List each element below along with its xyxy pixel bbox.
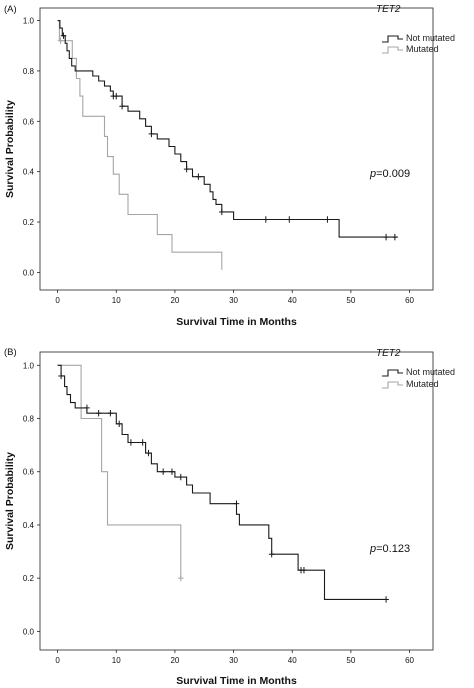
x-tick-label: 20	[170, 296, 179, 305]
censor-mark-not-mutated	[392, 233, 398, 241]
plot-frame	[39, 7, 434, 291]
censor-mark-not-mutated	[139, 439, 146, 446]
x-tick-label: 10	[112, 656, 121, 665]
censor-mark-not-mutated	[128, 439, 134, 446]
y-tick-label: 0.2	[23, 218, 35, 227]
censor-mark-not-mutated	[119, 102, 125, 110]
y-tick-label: 0.4	[23, 521, 35, 530]
censor-mark-not-mutated	[60, 32, 67, 39]
km-curve-not-mutated	[57, 20, 398, 238]
x-tick-label: 50	[346, 296, 355, 305]
censor-mark-not-mutated	[148, 130, 155, 138]
censor-mark-not-mutated	[219, 208, 225, 216]
y-tick-label: 0.0	[23, 268, 35, 277]
censor-mark-not-mutated	[233, 500, 240, 507]
x-tick-label: 30	[229, 656, 238, 665]
legend-label: Mutated	[406, 379, 439, 389]
legend-swatch	[382, 35, 403, 43]
y-tick-label: 0.8	[23, 67, 35, 76]
legend-swatch	[382, 381, 403, 389]
legend-title: TET2	[376, 4, 401, 15]
panel-a: (A) 0 10 20 30 40 50 60 0.0 0.2 0.4 0.6 0.8 1.0 Surviv…	[4, 4, 455, 328]
censor-mark-not-mutated	[58, 372, 64, 380]
censor-mark-not-mutated	[145, 449, 152, 457]
km-curve-mutated	[57, 20, 223, 270]
censor-mark-mutated	[57, 37, 64, 44]
x-tick-label: 10	[112, 296, 121, 305]
x-tick-label: 0	[55, 656, 60, 665]
censor-mark-not-mutated	[286, 216, 293, 223]
censor-mark-not-mutated	[324, 216, 331, 223]
y-tick-label: 0.6	[23, 117, 35, 126]
censor-mark-not-mutated	[177, 473, 184, 481]
panel-b: (B) 0 10 20 30 40 50 60 0.0 0.2 0.4 0.6 0.8 1.0 Surviv…	[4, 347, 455, 687]
x-tick-label: 30	[229, 296, 238, 305]
censor-mark-not-mutated	[113, 92, 120, 100]
y-tick-label: 0.6	[23, 468, 35, 477]
censor-mark-not-mutated	[195, 173, 202, 180]
y-axis-title: Survival Probability	[4, 100, 16, 198]
censor-mark-mutated	[177, 574, 184, 582]
legend-label: Not mutated	[406, 33, 455, 43]
x-tick-label: 0	[55, 296, 60, 305]
x-tick-label: 60	[405, 656, 414, 665]
legend-label: Not mutated	[406, 367, 455, 377]
y-tick-label: 0.4	[23, 168, 35, 177]
y-tick-label: 0.2	[23, 574, 35, 583]
p-value-annotation: p=0.123	[369, 543, 410, 555]
p-symbol: p	[369, 168, 376, 180]
y-tick-label: 1.0	[23, 17, 35, 26]
y-axis-title: Survival Probability	[4, 452, 16, 550]
p-symbol: p	[369, 543, 376, 555]
censor-mark-not-mutated	[301, 566, 307, 574]
x-tick-label: 40	[288, 656, 297, 665]
panel-label: (B)	[4, 347, 17, 358]
x-axis-title: Survival Time in Months	[176, 316, 297, 328]
legend-swatch	[382, 369, 403, 377]
censor-mark-not-mutated	[268, 551, 275, 558]
x-tick-label: 40	[288, 296, 297, 305]
censor-mark-not-mutated	[183, 165, 190, 173]
plot-frame	[39, 351, 434, 651]
legend-title: TET2	[376, 348, 401, 359]
x-axis-title: Survival Time in Months	[176, 675, 297, 687]
legend-label: Mutated	[406, 44, 439, 54]
censor-mark-not-mutated	[160, 468, 166, 475]
km-curve-not-mutated	[57, 364, 387, 600]
censor-mark-not-mutated	[169, 468, 175, 475]
censor-mark-not-mutated	[263, 216, 269, 223]
km-curve-mutated	[57, 364, 182, 579]
y-tick-label: 0.0	[23, 627, 35, 636]
censor-mark-not-mutated	[95, 409, 102, 417]
p-value-annotation: p=0.009	[369, 168, 410, 180]
censor-mark-not-mutated	[383, 233, 389, 241]
censor-mark-not-mutated	[84, 404, 90, 412]
x-tick-label: 20	[170, 656, 179, 665]
p-value: =0.009	[376, 168, 410, 180]
y-tick-label: 0.8	[23, 415, 35, 424]
y-tick-label: 1.0	[23, 361, 35, 370]
x-tick-label: 50	[346, 656, 355, 665]
legend-swatch	[382, 46, 403, 54]
censor-mark-not-mutated	[383, 596, 389, 603]
x-tick-label: 60	[405, 296, 414, 305]
panel-label: (A)	[4, 4, 17, 15]
censor-mark-not-mutated	[116, 420, 122, 428]
censor-mark-not-mutated	[107, 409, 114, 417]
p-value: =0.123	[376, 543, 410, 555]
